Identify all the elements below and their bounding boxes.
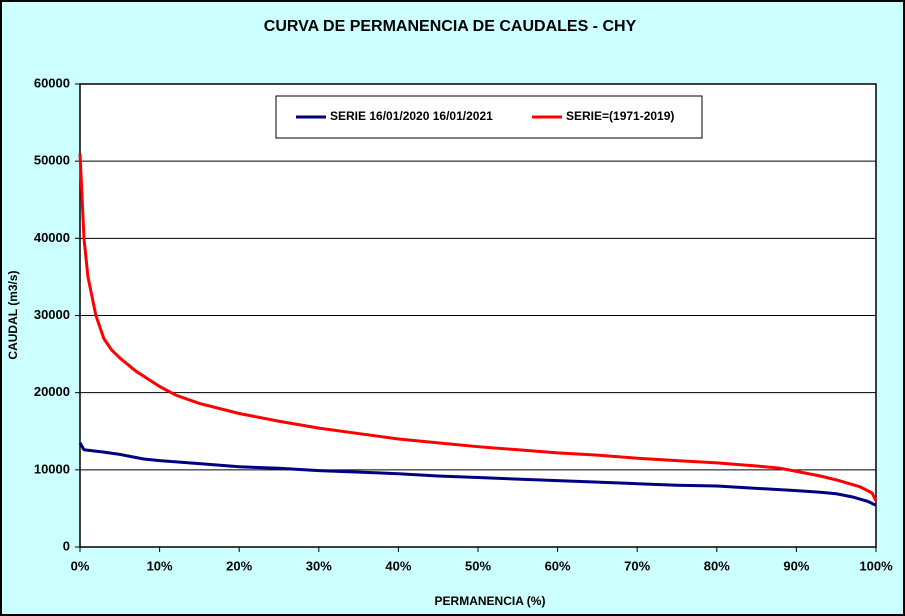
data-line [78, 153, 878, 502]
x-tick-label: 10% [147, 558, 173, 573]
x-tick-label: 60% [545, 558, 571, 573]
legend-label: SERIE=(1971-2019) [566, 109, 674, 123]
x-tick-label: 50% [465, 558, 491, 573]
legend-box [275, 95, 703, 139]
y-tick-label: 20000 [34, 384, 70, 399]
x-tick-label: 20% [226, 558, 252, 573]
legend: SERIE 16/01/2020 16/01/2021 SERIE=(1971-2… [275, 95, 703, 139]
legend-label: SERIE 16/01/2020 16/01/2021 [330, 109, 493, 123]
y-tick-label: 40000 [34, 230, 70, 245]
x-tick-label: 80% [704, 558, 730, 573]
x-tick-label: 30% [306, 558, 332, 573]
y-tick-label: 50000 [34, 153, 70, 168]
x-tick-label: 100% [859, 558, 893, 573]
y-axis-label: CAUDAL (m3/s) [6, 270, 20, 359]
x-axis-label: PERMANENCIA (%) [435, 594, 546, 608]
data-line [78, 442, 877, 507]
x-tick-label: 90% [783, 558, 809, 573]
y-tick-label: 10000 [34, 461, 70, 476]
chart-title: CURVA DE PERMANENCIA DE CAUDALES - CHY [264, 18, 637, 35]
y-tick-label: 30000 [34, 307, 70, 322]
x-tick-label: 0% [71, 558, 90, 573]
x-tick-label: 70% [624, 558, 650, 573]
x-tick-label: 40% [385, 558, 411, 573]
y-tick-label: 0 [63, 538, 70, 553]
y-tick-label: 60000 [34, 75, 70, 90]
plot-border [79, 83, 877, 548]
